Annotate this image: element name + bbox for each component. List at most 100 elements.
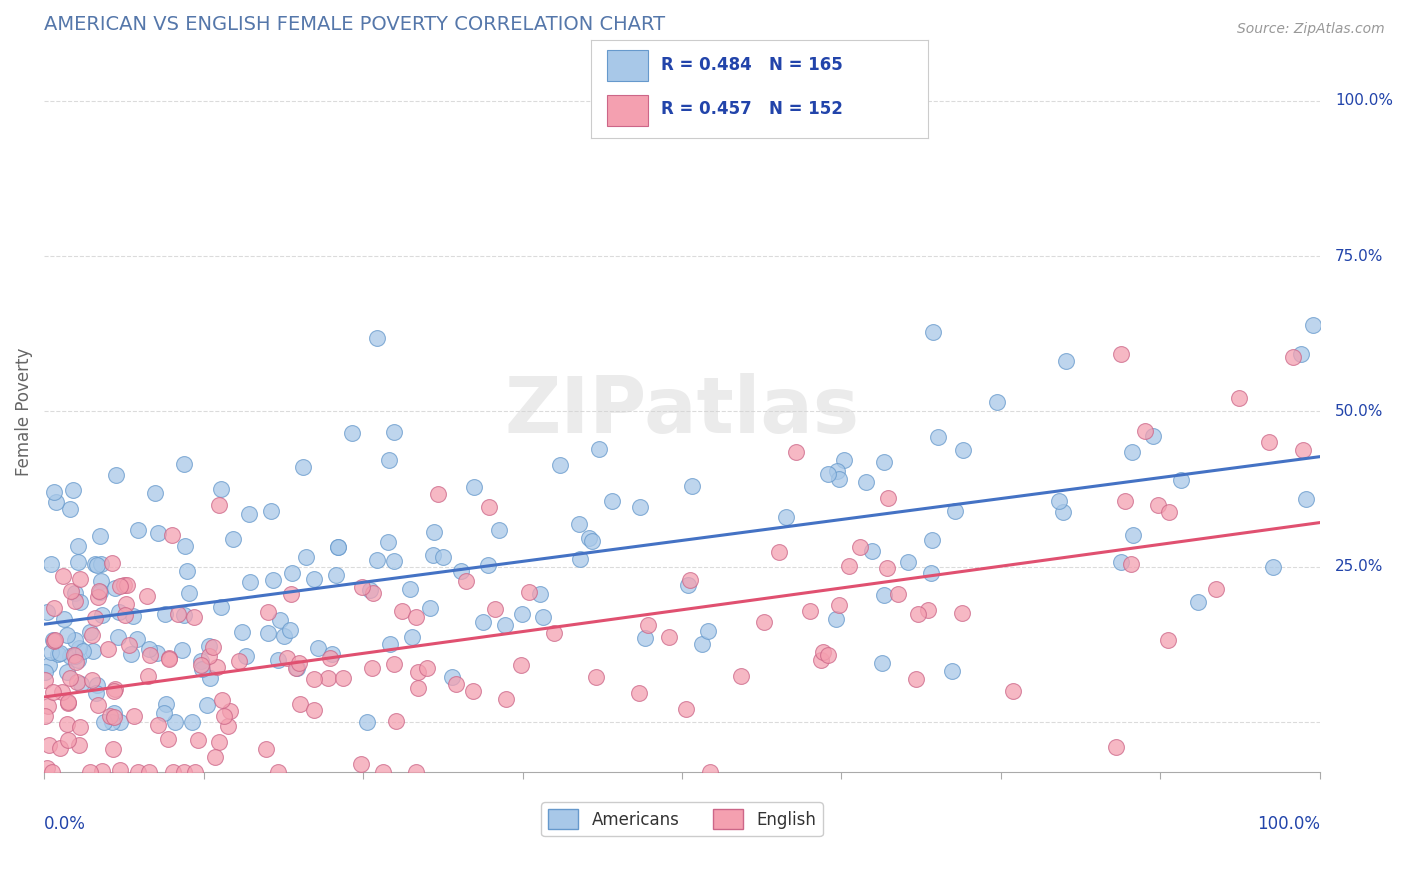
English [848, 540, 870, 554]
English [103, 709, 125, 723]
English [87, 583, 110, 598]
Americans [89, 529, 111, 543]
Americans [59, 502, 82, 516]
Americans [382, 554, 405, 568]
Americans [377, 535, 399, 549]
Americans [281, 566, 304, 580]
English [56, 695, 79, 709]
Americans [291, 460, 314, 475]
Americans [108, 715, 131, 730]
English [37, 699, 59, 714]
English [904, 672, 927, 686]
Americans [588, 442, 610, 456]
English [136, 589, 159, 603]
English [58, 733, 80, 747]
Americans [860, 544, 883, 558]
Americans [1170, 473, 1192, 487]
English [391, 604, 413, 618]
English [332, 671, 354, 685]
Americans [432, 549, 454, 564]
English [127, 765, 149, 780]
Americans [209, 599, 232, 614]
English [114, 607, 136, 622]
English [1109, 347, 1132, 361]
English [699, 765, 721, 780]
English [38, 738, 60, 752]
English [280, 587, 302, 601]
English [208, 734, 231, 748]
Americans [42, 633, 65, 648]
Americans [122, 609, 145, 624]
English [118, 639, 141, 653]
Americans [326, 541, 349, 555]
Americans [104, 468, 127, 483]
Americans [828, 472, 851, 486]
English [817, 648, 839, 662]
English [827, 598, 849, 612]
English [1227, 391, 1250, 405]
English [87, 590, 110, 604]
Americans [1109, 555, 1132, 569]
English [406, 681, 429, 696]
English [350, 580, 373, 594]
Americans [257, 626, 280, 640]
Text: 25.0%: 25.0% [1336, 559, 1384, 574]
Americans [285, 661, 308, 675]
English [112, 578, 135, 592]
Americans [146, 526, 169, 541]
Americans [266, 653, 288, 667]
English [103, 741, 125, 756]
Text: 100.0%: 100.0% [1257, 815, 1320, 833]
Americans [825, 612, 848, 626]
Americans [873, 588, 896, 602]
Americans [190, 654, 212, 668]
Americans [65, 648, 87, 663]
English [675, 702, 697, 716]
Americans [422, 548, 444, 562]
Text: Source: ZipAtlas.com: Source: ZipAtlas.com [1237, 22, 1385, 37]
English [44, 601, 66, 615]
Americans [326, 540, 349, 554]
English [319, 651, 342, 665]
Americans [477, 558, 499, 573]
English [405, 765, 427, 780]
English [1291, 442, 1313, 457]
Y-axis label: Female Poverty: Female Poverty [15, 347, 32, 475]
English [1121, 558, 1143, 572]
English [211, 693, 233, 707]
English [139, 648, 162, 663]
English [65, 655, 87, 669]
English [810, 653, 832, 667]
English [56, 717, 79, 731]
Americans [1261, 560, 1284, 574]
English [208, 498, 231, 512]
English [1105, 739, 1128, 754]
Americans [681, 479, 703, 493]
Americans [90, 574, 112, 589]
English [37, 761, 59, 775]
English [228, 653, 250, 667]
English [138, 669, 160, 683]
Americans [83, 557, 105, 571]
Americans [1295, 491, 1317, 506]
English [67, 738, 90, 752]
English [44, 632, 66, 647]
Americans [235, 648, 257, 663]
English [34, 709, 56, 723]
Americans [259, 504, 281, 518]
Americans [628, 500, 651, 514]
Americans [145, 646, 167, 660]
Americans [943, 504, 966, 518]
Americans [463, 480, 485, 494]
English [917, 603, 939, 617]
English [907, 607, 929, 621]
English [316, 671, 339, 685]
Americans [581, 533, 603, 548]
English [184, 765, 207, 780]
Americans [41, 557, 63, 571]
Legend: Americans, English: Americans, English [541, 802, 823, 836]
Americans [90, 558, 112, 572]
Americans [676, 578, 699, 592]
Bar [607, 50, 648, 81]
Americans [401, 630, 423, 644]
